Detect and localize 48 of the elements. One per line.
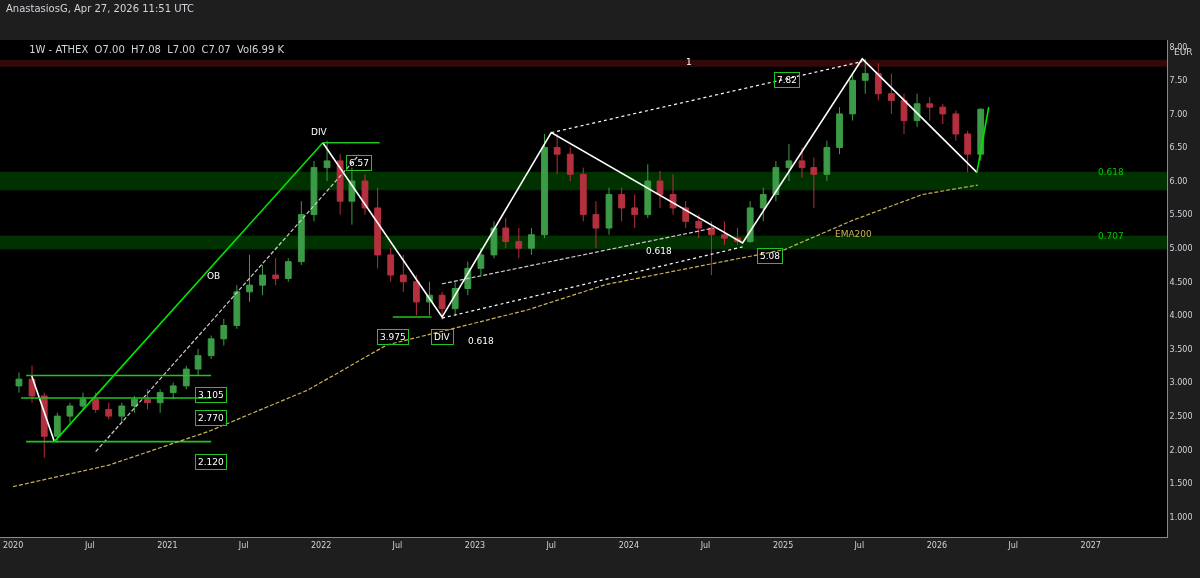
x-tick-label: 2025 — [772, 540, 794, 550]
annotation: 1 — [686, 57, 692, 67]
x-tick-label: Jul — [545, 540, 557, 550]
y-tick-label: 7.00 — [1169, 109, 1188, 119]
x-tick-label: Jul — [853, 540, 865, 550]
annotation: 6.57 — [349, 158, 370, 168]
chart-title: 1W - ATHEX O7.00 H7.08 L7.00 C7.07 Vol6.99 K — [29, 43, 285, 55]
annotation: DIV — [311, 127, 328, 137]
x-tick-label: Jul — [391, 540, 403, 550]
y-tick-label: 7.50 — [1169, 76, 1188, 86]
x-tick-label: Jul — [83, 540, 95, 550]
annotation: OB — [207, 271, 221, 281]
x-tick-label: 2026 — [926, 540, 948, 550]
x-tick-label: 2027 — [1080, 540, 1101, 550]
annotation: 3.105 — [198, 390, 224, 400]
y-tick-label: 2.500 — [1169, 411, 1193, 421]
y-tick-label: 5.500 — [1169, 210, 1193, 220]
x-tick-label: 2022 — [310, 540, 332, 550]
y-tick-label: 5.000 — [1169, 244, 1193, 253]
annotation: 5.08 — [760, 251, 781, 261]
annotation: 0.618 — [646, 246, 673, 256]
band-label: 0.707 — [1098, 231, 1124, 241]
x-tick-label: Jul — [1007, 540, 1018, 550]
x-tick-label: 2023 — [464, 540, 486, 550]
series-label: EMA200 — [835, 229, 873, 239]
annotation: 2.120 — [198, 457, 225, 467]
annotation: 7.82 — [777, 75, 798, 85]
annotation: 2.770 — [198, 413, 225, 423]
y-tick-label: 3.500 — [1169, 344, 1193, 354]
x-tick-label: 2024 — [618, 540, 639, 550]
annotation: DIV — [434, 332, 451, 342]
band-label: 0.618 — [1098, 167, 1125, 177]
y-tick-label: 4.000 — [1169, 311, 1193, 321]
y-tick-label: 2.000 — [1169, 445, 1193, 455]
text: AnastasiosG, Apr 27, 2026 11:51 UTC — [6, 3, 195, 14]
y-tick-label: 6.00 — [1169, 176, 1188, 186]
y-tick-label: 4.500 — [1169, 277, 1193, 287]
x-tick-label: Jul — [237, 540, 249, 550]
y-tick-label: 1.000 — [1169, 512, 1193, 522]
annotation: 0.618 — [468, 336, 495, 346]
text: EUR — [1174, 47, 1193, 57]
y-tick-label: 3.000 — [1169, 378, 1193, 388]
y-tick-label: 6.50 — [1169, 143, 1188, 153]
y-tick-label: 1.500 — [1169, 479, 1193, 489]
x-tick-label: 2020 — [2, 540, 24, 550]
x-tick-label: Jul — [699, 540, 711, 550]
annotation: 3.975 — [380, 332, 406, 342]
x-tick-label: 2021 — [157, 540, 178, 550]
